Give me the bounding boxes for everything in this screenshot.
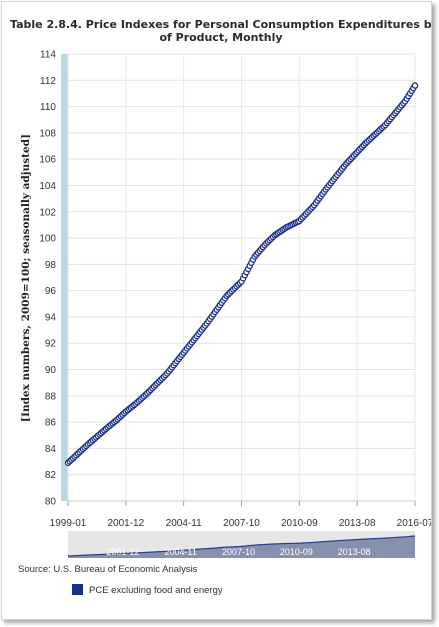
series-markers <box>64 82 419 467</box>
y-tick-label-80: 80 <box>45 497 57 508</box>
chart-svg: Table 2.8.4. Price Indexes for Personal … <box>10 18 431 596</box>
source-note: Source: U.S. Bureau of Economic Analysis <box>18 564 198 575</box>
y-tick-label-112: 112 <box>40 76 56 87</box>
y-tick-label-94: 94 <box>45 312 57 323</box>
data-point-2016-07 <box>411 82 419 89</box>
chart-title-line-1: Table 2.8.4. Price Indexes for Personal … <box>10 18 431 31</box>
x-tick-labels: 1999-01 2001-12 2004-11 2007-10 2010-09 2013-… <box>50 518 431 529</box>
x-tick-label-2013-08: 2013-08 <box>339 518 376 529</box>
y-tick-label-102: 102 <box>39 207 56 218</box>
x-tick-label-2016-07: 2016-07 <box>397 518 431 529</box>
navigator-series-line <box>67 535 416 557</box>
y-tick-label-86: 86 <box>45 418 57 429</box>
y-tick-label-90: 90 <box>45 365 57 376</box>
y-tick-label-104: 104 <box>39 181 56 192</box>
y-tick-label-84: 84 <box>45 444 57 455</box>
x-tick-label-2007-10: 2007-10 <box>223 518 260 529</box>
y-tick-label-114: 114 <box>40 50 56 61</box>
navigator-label-2004-11: 2004-11 <box>164 547 196 557</box>
range-navigator[interactable]: 2001-12 2004-11 2007-10 2010-09 2013-08 <box>67 531 416 558</box>
y-axis-label: [Index numbers, 2009=100; seasonally adj… <box>20 134 32 422</box>
y-tick-label-88: 88 <box>45 391 57 402</box>
y-tick-label-92: 92 <box>45 339 57 350</box>
left-axis-band <box>61 54 68 501</box>
legend[interactable]: PCE excluding food and energy <box>72 584 223 596</box>
y-tick-label-106: 106 <box>39 155 56 166</box>
y-tick-label-100: 100 <box>39 234 56 245</box>
y-tick-label-82: 82 <box>45 470 57 481</box>
x-tick-label-2001-12: 2001-12 <box>107 518 144 529</box>
x-tick-label-1999-01: 1999-01 <box>50 518 87 529</box>
navigator-labels: 2001-12 2004-11 2007-10 2010-09 2013-08 <box>106 547 370 557</box>
y-tick-label-110: 110 <box>40 102 56 113</box>
navigator-label-2013-08: 2013-08 <box>338 547 371 557</box>
x-tick-label-2004-11: 2004-11 <box>166 518 202 529</box>
navigator-label-2010-09: 2010-09 <box>280 547 313 557</box>
y-tick-label-98: 98 <box>45 260 57 271</box>
y-tick-label-96: 96 <box>45 286 57 297</box>
legend-label[interactable]: PCE excluding food and energy <box>89 585 223 596</box>
navigator-label-2001-12: 2001-12 <box>106 547 139 557</box>
legend-swatch[interactable] <box>72 584 83 595</box>
navigator-label-2007-10: 2007-10 <box>222 547 255 557</box>
y-tick-label-108: 108 <box>39 128 56 139</box>
chart-frame: Table 2.8.4. Price Indexes for Personal … <box>1 1 432 620</box>
y-tick-labels: 80 82 84 86 88 90 92 94 96 98 100 102 104 106 108 110 11… <box>39 50 56 508</box>
x-tick-label-2010-09: 2010-09 <box>281 518 318 529</box>
chart-title-line-2: of Product, Monthly <box>159 31 282 44</box>
